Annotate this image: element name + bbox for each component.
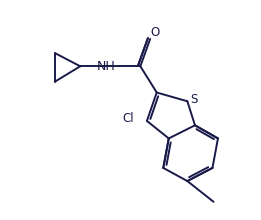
Text: O: O [150, 26, 159, 39]
Text: NH: NH [97, 60, 116, 73]
Text: S: S [190, 93, 198, 106]
Text: Cl: Cl [122, 112, 134, 125]
